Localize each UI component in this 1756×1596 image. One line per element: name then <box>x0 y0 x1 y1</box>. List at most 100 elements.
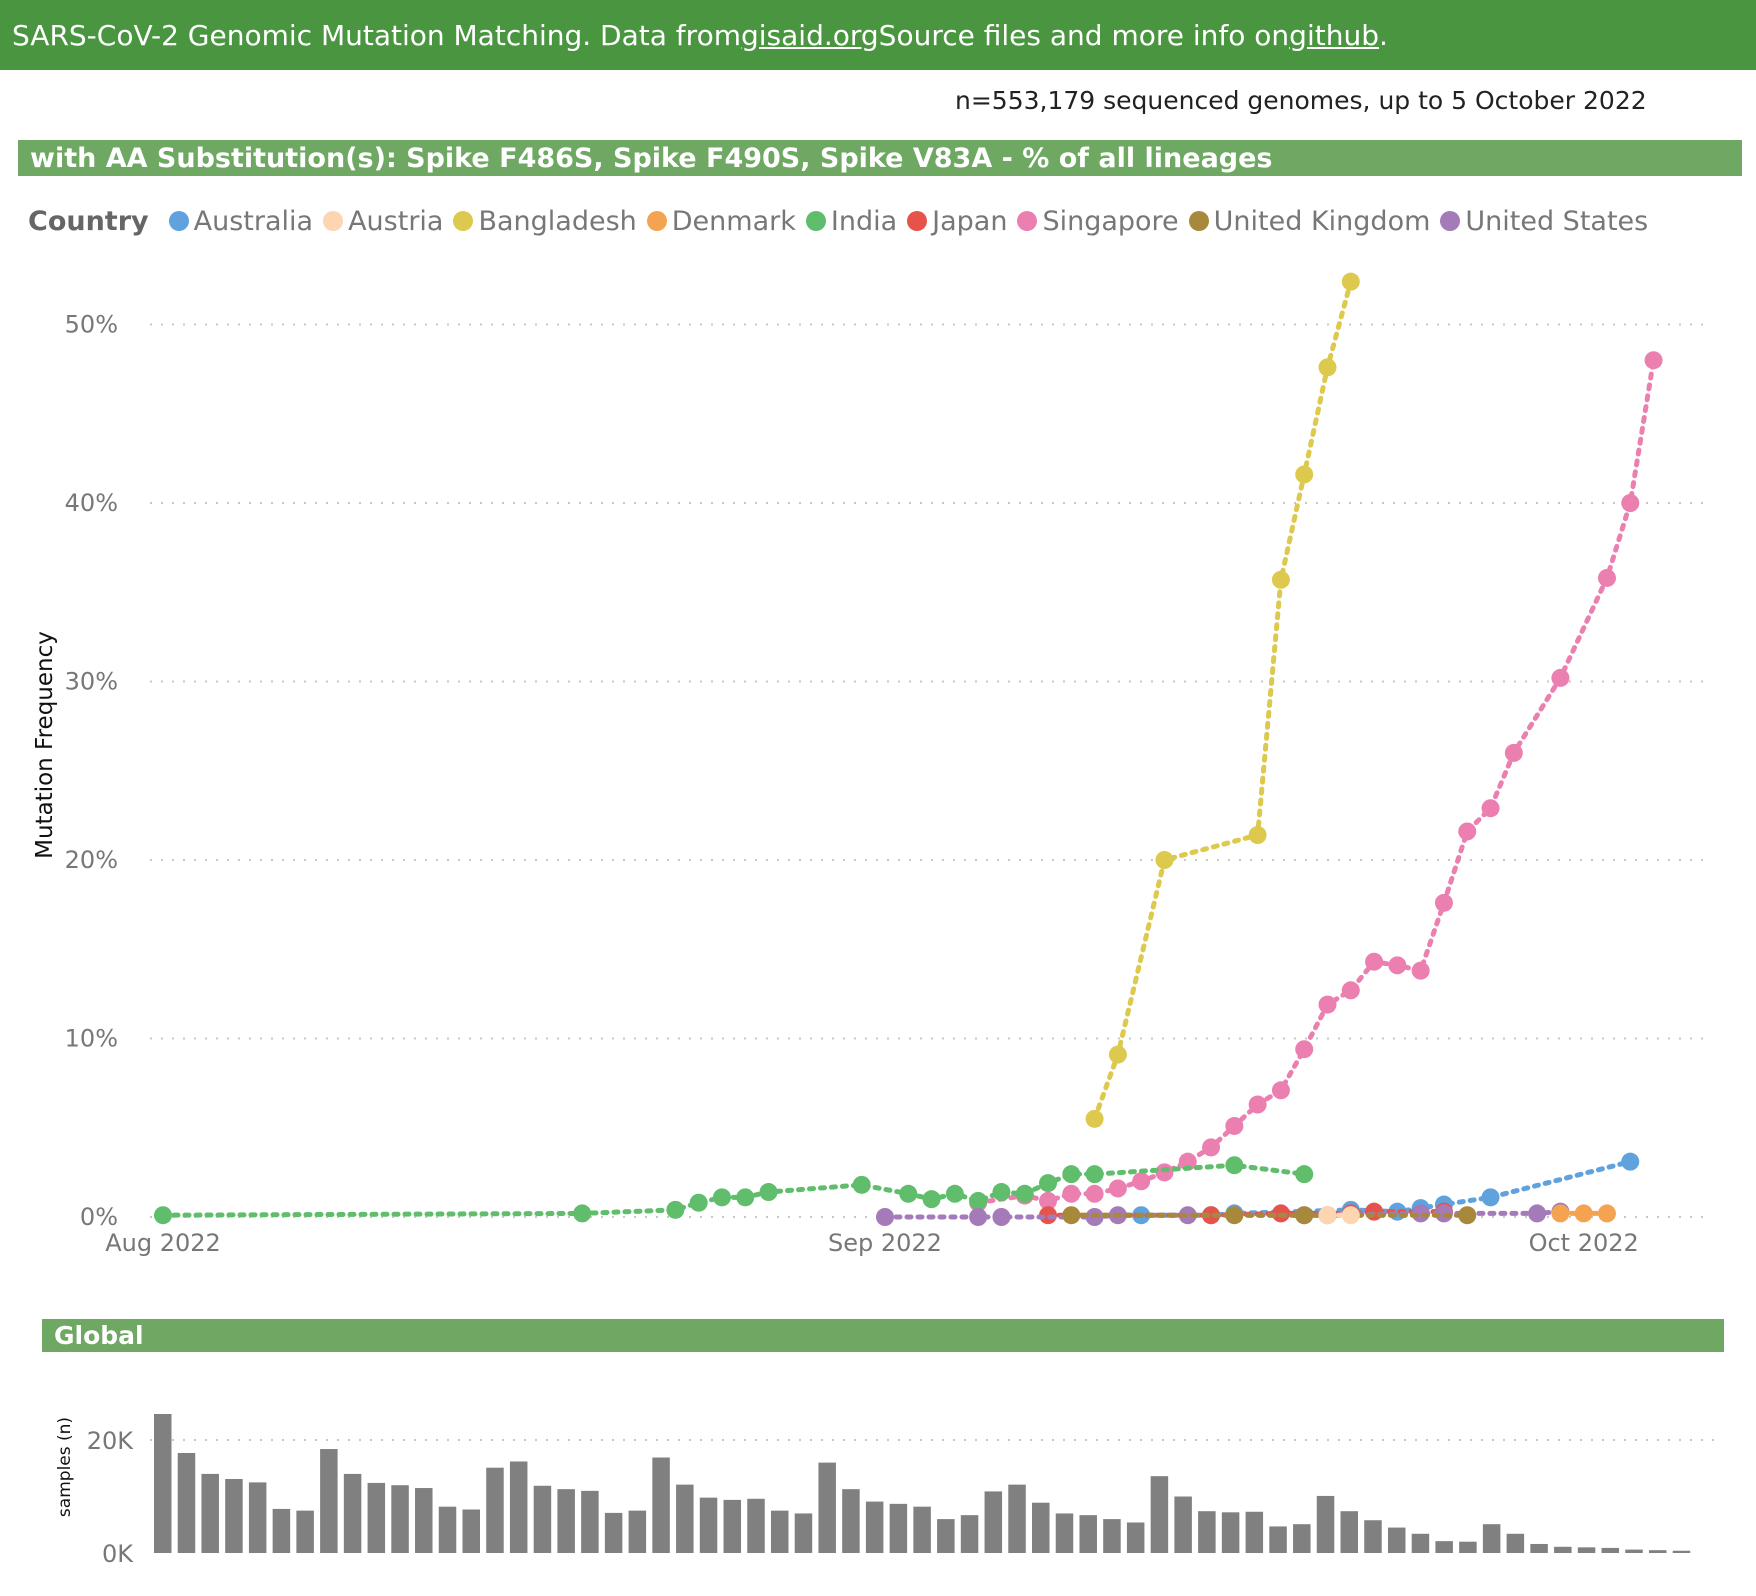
sample-bar[interactable] <box>415 1488 433 1553</box>
sample-bar[interactable] <box>1032 1502 1050 1553</box>
legend-item-australia[interactable]: Australia <box>168 206 313 237</box>
data-point-bangladesh[interactable] <box>1318 358 1337 377</box>
data-point-australia[interactable] <box>1621 1152 1640 1171</box>
data-point-united-states[interactable] <box>969 1208 988 1226</box>
data-point-japan[interactable] <box>1202 1206 1221 1225</box>
sample-bar[interactable] <box>889 1503 908 1553</box>
data-point-bangladesh[interactable] <box>1295 465 1314 484</box>
data-point-singapore[interactable] <box>1039 1191 1058 1210</box>
sample-bar[interactable] <box>533 1485 552 1553</box>
sample-bar[interactable] <box>1482 1524 1501 1553</box>
data-point-united-states[interactable] <box>992 1208 1011 1226</box>
data-point-singapore[interactable] <box>1597 568 1616 587</box>
data-point-india[interactable] <box>922 1190 941 1209</box>
legend-item-denmark[interactable]: Denmark <box>646 206 796 237</box>
data-point-india[interactable] <box>945 1184 964 1203</box>
sample-bar[interactable] <box>1269 1526 1287 1553</box>
sample-bar[interactable] <box>367 1482 386 1553</box>
sample-bar[interactable] <box>604 1512 623 1553</box>
sample-bar[interactable] <box>1459 1541 1477 1553</box>
gisaid-link[interactable]: gisaid.org <box>740 18 879 52</box>
sample-bar[interactable] <box>509 1461 528 1553</box>
sample-bar[interactable] <box>842 1489 860 1553</box>
data-point-singapore[interactable] <box>1178 1152 1197 1171</box>
data-point-singapore[interactable] <box>1504 743 1523 762</box>
data-point-denmark[interactable] <box>1597 1204 1616 1223</box>
data-point-singapore[interactable] <box>1295 1040 1314 1059</box>
sample-bar[interactable] <box>723 1499 742 1553</box>
data-point-singapore[interactable] <box>1202 1138 1221 1157</box>
sample-bar[interactable] <box>154 1414 172 1553</box>
sample-bar[interactable] <box>865 1501 884 1553</box>
data-point-singapore[interactable] <box>1108 1179 1127 1198</box>
data-point-singapore[interactable] <box>1365 952 1384 971</box>
data-point-india[interactable] <box>736 1188 755 1207</box>
data-point-united-kingdom[interactable] <box>1062 1206 1081 1225</box>
data-point-bangladesh[interactable] <box>1108 1045 1127 1064</box>
data-point-denmark[interactable] <box>1574 1204 1593 1223</box>
sample-bar[interactable] <box>1577 1547 1596 1553</box>
data-point-singapore[interactable] <box>1644 351 1663 370</box>
data-point-singapore[interactable] <box>1458 822 1477 841</box>
data-point-singapore[interactable] <box>1318 995 1337 1014</box>
sample-bar[interactable] <box>1150 1476 1169 1553</box>
sample-bar[interactable] <box>984 1491 1003 1553</box>
sample-bar[interactable] <box>177 1452 196 1553</box>
sample-bar[interactable] <box>225 1478 243 1553</box>
data-point-united-kingdom[interactable] <box>1458 1206 1477 1225</box>
sample-bar[interactable] <box>1293 1524 1311 1553</box>
sample-bar[interactable] <box>1554 1546 1572 1553</box>
sample-bar[interactable] <box>794 1513 813 1553</box>
data-point-united-states[interactable] <box>1411 1204 1430 1223</box>
data-point-japan[interactable] <box>1039 1206 1058 1225</box>
data-point-india[interactable] <box>666 1200 685 1219</box>
data-point-united-kingdom[interactable] <box>1295 1206 1314 1225</box>
data-point-india[interactable] <box>1295 1165 1314 1184</box>
data-point-singapore[interactable] <box>1551 668 1570 687</box>
data-point-india[interactable] <box>992 1183 1011 1202</box>
legend-item-india[interactable]: India <box>805 206 897 237</box>
github-link[interactable]: github <box>1289 18 1379 52</box>
sample-bar[interactable] <box>818 1462 836 1553</box>
data-point-india[interactable] <box>852 1175 871 1194</box>
data-point-india[interactable] <box>689 1193 708 1212</box>
sample-bar[interactable] <box>320 1449 338 1553</box>
sample-bar[interactable] <box>486 1467 504 1553</box>
legend-item-bangladesh[interactable]: Bangladesh <box>453 206 637 237</box>
sample-bar[interactable] <box>1079 1515 1097 1553</box>
legend-item-japan[interactable]: Japan <box>907 206 1007 237</box>
data-point-austria[interactable] <box>1318 1206 1337 1225</box>
data-point-india[interactable] <box>1015 1184 1034 1203</box>
data-point-singapore[interactable] <box>1341 981 1360 1000</box>
sample-bar[interactable] <box>1506 1533 1525 1553</box>
legend-item-austria[interactable]: Austria <box>323 206 443 237</box>
data-point-bangladesh[interactable] <box>1271 570 1290 589</box>
data-point-singapore[interactable] <box>1085 1184 1104 1203</box>
data-point-denmark[interactable] <box>1551 1204 1570 1223</box>
data-point-singapore[interactable] <box>1062 1184 1081 1203</box>
data-point-india[interactable] <box>712 1188 731 1207</box>
sample-bar[interactable] <box>343 1473 362 1553</box>
data-point-singapore[interactable] <box>1481 799 1500 818</box>
data-point-singapore[interactable] <box>1225 1116 1244 1135</box>
sample-bar[interactable] <box>557 1489 575 1553</box>
data-point-united-states[interactable] <box>1528 1204 1547 1223</box>
data-point-austria[interactable] <box>1341 1206 1360 1225</box>
sample-bar[interactable] <box>1601 1547 1620 1553</box>
data-point-singapore[interactable] <box>1621 494 1640 512</box>
data-point-bangladesh[interactable] <box>1085 1109 1104 1128</box>
sample-bar[interactable] <box>1245 1511 1264 1553</box>
data-point-india[interactable] <box>1085 1165 1104 1184</box>
sample-bar[interactable] <box>913 1506 931 1553</box>
sample-bar[interactable] <box>391 1485 409 1553</box>
sample-bar[interactable] <box>676 1484 694 1553</box>
sample-bar[interactable] <box>581 1490 599 1553</box>
data-point-bangladesh[interactable] <box>1248 826 1267 845</box>
data-point-india[interactable] <box>1062 1165 1081 1184</box>
sample-bar[interactable] <box>1435 1541 1453 1553</box>
sample-bar[interactable] <box>296 1510 314 1553</box>
data-point-india[interactable] <box>573 1204 592 1223</box>
data-point-united-states[interactable] <box>875 1208 894 1226</box>
data-point-australia[interactable] <box>1481 1188 1500 1207</box>
sample-bar[interactable] <box>652 1457 670 1553</box>
